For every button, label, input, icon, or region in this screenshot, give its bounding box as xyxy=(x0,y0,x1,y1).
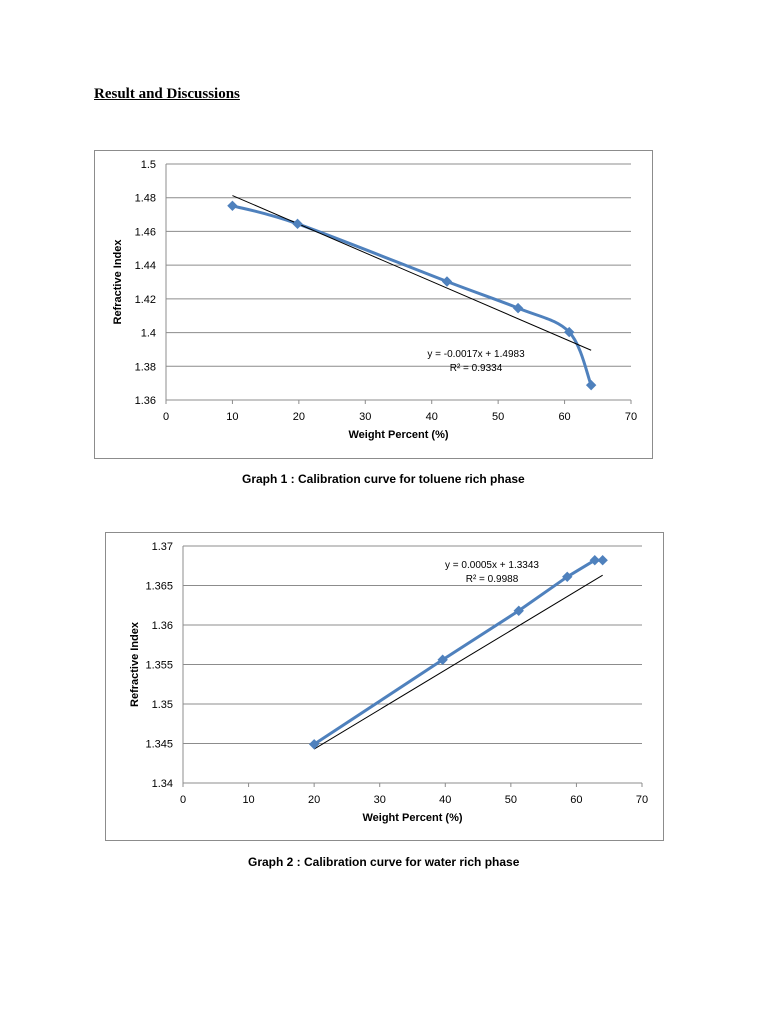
x-tick-label: 10 xyxy=(242,794,254,806)
data-point-marker xyxy=(564,326,575,338)
data-point-marker xyxy=(292,218,303,230)
chart-caption-2: Graph 2 : Calibration curve for water ri… xyxy=(248,855,520,869)
y-tick-label: 1.5 xyxy=(141,159,156,171)
y-tick-label: 1.46 xyxy=(135,226,156,238)
data-point-marker xyxy=(597,555,608,566)
x-tick-label: 70 xyxy=(625,411,637,423)
chart-toluene-rich-phase: 1.36 1.38 1.4 1.42 1.44 1.46 1.48 1.5 0 10 20 30 40 5… xyxy=(94,150,653,459)
x-tick-label: 50 xyxy=(492,411,504,423)
y-tick-label: 1.42 xyxy=(135,294,156,306)
x-tick-label: 0 xyxy=(163,411,169,423)
trendline-r-squared: R² = 0.9988 xyxy=(466,574,519,585)
chart-canvas: 1.34 1.345 1.35 1.355 1.36 1.365 1.37 0 10 20 30 40… xyxy=(129,541,648,824)
data-point-marker xyxy=(227,200,238,212)
data-point-marker xyxy=(512,302,524,314)
x-tick-label: 50 xyxy=(505,794,517,806)
y-tick-label: 1.48 xyxy=(135,193,156,205)
section-heading: Result and Discussions xyxy=(94,86,240,102)
chart-water-rich-phase: 1.34 1.345 1.35 1.355 1.36 1.365 1.37 0 10 20 30 40… xyxy=(105,532,664,841)
y-tick-label: 1.34 xyxy=(152,778,173,790)
data-series-line xyxy=(230,204,593,387)
y-tick-label: 1.36 xyxy=(135,395,156,407)
x-axis-title: Weight Percent (%) xyxy=(348,429,448,441)
trendline-equation: y = 0.0005x + 1.3343 xyxy=(445,560,539,571)
trendline xyxy=(313,574,603,750)
data-point-marker xyxy=(585,379,597,391)
y-tick-label: 1.38 xyxy=(135,361,156,373)
x-tick-label: 30 xyxy=(374,794,386,806)
chart-canvas: 1.36 1.38 1.4 1.42 1.44 1.46 1.48 1.5 0 10 20 30 40 5… xyxy=(112,159,637,441)
x-tick-label: 20 xyxy=(308,794,320,806)
data-point-marker xyxy=(589,555,600,566)
chart-caption-1: Graph 1 : Calibration curve for toluene … xyxy=(242,472,525,486)
trendline-equation: y = -0.0017x + 1.4983 xyxy=(427,349,525,360)
y-tick-label: 1.44 xyxy=(135,260,156,272)
trendline-r-squared: R² = 0.9334 xyxy=(450,363,503,374)
y-tick-label: 1.35 xyxy=(152,699,173,711)
y-tick-label: 1.365 xyxy=(145,581,173,593)
trendline xyxy=(232,195,592,351)
x-tick-label: 20 xyxy=(293,411,305,423)
x-tick-label: 70 xyxy=(636,794,648,806)
x-tick-label: 60 xyxy=(570,794,582,806)
y-axis-title: Refractive Index xyxy=(129,621,141,707)
x-tick-label: 30 xyxy=(359,411,371,423)
y-tick-label: 1.4 xyxy=(141,328,156,340)
data-series-line xyxy=(312,558,605,746)
data-point-marker xyxy=(437,654,448,665)
data-point-marker xyxy=(513,605,524,616)
data-point-marker xyxy=(562,571,573,583)
y-axis-title: Refractive Index xyxy=(112,239,124,325)
data-point-marker xyxy=(441,276,453,287)
x-tick-label: 0 xyxy=(180,794,186,806)
y-tick-label: 1.355 xyxy=(145,660,173,672)
x-tick-label: 10 xyxy=(226,411,238,423)
x-tick-label: 40 xyxy=(439,794,451,806)
data-point-marker xyxy=(308,739,320,750)
y-tick-label: 1.36 xyxy=(152,620,173,632)
x-tick-label: 60 xyxy=(558,411,570,423)
x-tick-label: 40 xyxy=(426,411,438,423)
x-axis-title: Weight Percent (%) xyxy=(362,812,462,824)
y-tick-label: 1.37 xyxy=(152,541,173,553)
y-tick-label: 1.345 xyxy=(145,739,173,751)
